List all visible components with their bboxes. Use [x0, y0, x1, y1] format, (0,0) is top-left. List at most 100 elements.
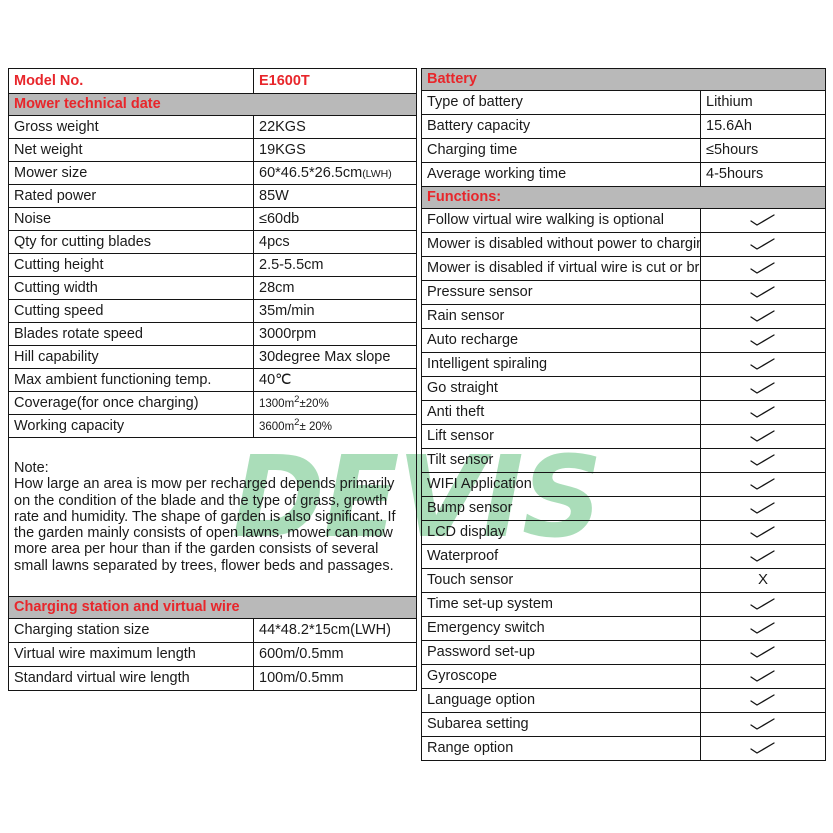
- check-icon: [750, 693, 776, 708]
- table-row: Noise ≤60db: [8, 207, 417, 231]
- function-mark-15: X: [700, 568, 826, 593]
- spec-value-11: 40℃: [253, 368, 417, 392]
- table-row: Standard virtual wire length 100m/0.5mm: [8, 666, 417, 691]
- section-header-battery-label: Battery: [421, 68, 826, 91]
- function-mark-3: [700, 280, 826, 305]
- check-icon: [750, 333, 776, 348]
- table-row: Qty for cutting blades 4pcs: [8, 230, 417, 254]
- charging-value-0: 44*48.2*15cm(LWH): [253, 618, 417, 643]
- model-label: Model No.: [8, 68, 254, 94]
- function-mark-2: [700, 256, 826, 281]
- function-mark-10: [700, 448, 826, 473]
- spec-value-3: 85W: [253, 184, 417, 208]
- charging-value-2: 100m/0.5mm: [253, 666, 417, 691]
- table-row: Subarea setting: [421, 712, 826, 737]
- battery-value-0: Lithium: [700, 90, 826, 115]
- table-row: Follow virtual wire walking is optional: [421, 208, 826, 233]
- model-value: E1600T: [253, 68, 417, 94]
- function-mark-19: [700, 664, 826, 689]
- function-mark-21: [700, 712, 826, 737]
- function-label-2: Mower is disabled if virtual wire is cut…: [421, 256, 701, 281]
- table-row: WIFI Application: [421, 472, 826, 497]
- check-icon: [750, 525, 776, 540]
- table-row: Rain sensor: [421, 304, 826, 329]
- function-label-10: Tilt sensor: [421, 448, 701, 473]
- section-header-mower: Mower technical date: [8, 93, 417, 116]
- spec-value-7: 28cm: [253, 276, 417, 300]
- function-label-11: WIFI Application: [421, 472, 701, 497]
- table-row: Go straight: [421, 376, 826, 401]
- check-icon: [750, 213, 776, 228]
- function-mark-22: [700, 736, 826, 761]
- table-row: Mower size 60*46.5*26.5cm(LWH): [8, 161, 417, 185]
- function-label-12: Bump sensor: [421, 496, 701, 521]
- table-row: Mower is disabled without power to charg…: [421, 232, 826, 257]
- battery-label-3: Average working time: [421, 162, 701, 187]
- table-row: Cutting height 2.5-5.5cm: [8, 253, 417, 277]
- spec-value-8: 35m/min: [253, 299, 417, 323]
- function-label-16: Time set-up system: [421, 592, 701, 617]
- function-label-14: Waterproof: [421, 544, 701, 569]
- spec-value-13: 3600m2± 20%: [253, 414, 417, 438]
- function-mark-4: [700, 304, 826, 329]
- function-mark-20: [700, 688, 826, 713]
- function-mark-17: [700, 616, 826, 641]
- function-mark-9: [700, 424, 826, 449]
- table-row: Touch sensor X: [421, 568, 826, 593]
- table-row: Virtual wire maximum length 600m/0.5mm: [8, 642, 417, 667]
- spec-label-11: Max ambient functioning temp.: [8, 368, 254, 392]
- table-row: LCD display: [421, 520, 826, 545]
- check-icon: [750, 621, 776, 636]
- battery-value-3: 4-5hours: [700, 162, 826, 187]
- spec-value-6: 2.5-5.5cm: [253, 253, 417, 277]
- section-header-battery: Battery: [421, 68, 826, 91]
- function-label-1: Mower is disabled without power to charg…: [421, 232, 701, 257]
- note-body: How large an area is mow per recharged d…: [14, 476, 396, 574]
- section-header-charging: Charging station and virtual wire: [8, 596, 417, 619]
- check-icon: [750, 309, 776, 324]
- table-row: Hill capability 30degree Max slope: [8, 345, 417, 369]
- table-row: Gyroscope: [421, 664, 826, 689]
- check-icon: [750, 477, 776, 492]
- section-header-charging-label: Charging station and virtual wire: [8, 596, 417, 619]
- function-label-8: Anti theft: [421, 400, 701, 425]
- check-icon: [750, 597, 776, 612]
- check-icon: [750, 285, 776, 300]
- function-label-13: LCD display: [421, 520, 701, 545]
- check-icon: [750, 669, 776, 684]
- table-row: Cutting width 28cm: [8, 276, 417, 300]
- table-row: Charging time ≤5hours: [421, 138, 826, 163]
- spec-value-4: ≤60db: [253, 207, 417, 231]
- function-label-19: Gyroscope: [421, 664, 701, 689]
- spec-label-13: Working capacity: [8, 414, 254, 438]
- cross-icon: X: [757, 571, 768, 589]
- spec-label-12: Coverage(for once charging): [8, 391, 254, 415]
- table-row: Mower is disabled if virtual wire is cut…: [421, 256, 826, 281]
- charging-label-0: Charging station size: [8, 618, 254, 643]
- charging-label-2: Standard virtual wire length: [8, 666, 254, 691]
- function-mark-0: [700, 208, 826, 233]
- model-row: Model No. E1600T: [8, 68, 417, 94]
- table-row: Gross weight 22KGS: [8, 115, 417, 139]
- check-icon: [750, 357, 776, 372]
- table-row: Max ambient functioning temp. 40℃: [8, 368, 417, 392]
- function-label-4: Rain sensor: [421, 304, 701, 329]
- check-icon: [750, 453, 776, 468]
- function-label-9: Lift sensor: [421, 424, 701, 449]
- check-icon: [750, 405, 776, 420]
- battery-value-2: ≤5hours: [700, 138, 826, 163]
- section-header-functions: Functions:: [421, 186, 826, 209]
- spec-value-5: 4pcs: [253, 230, 417, 254]
- spec-label-2: Mower size: [8, 161, 254, 185]
- spec-label-7: Cutting width: [8, 276, 254, 300]
- check-icon: [750, 645, 776, 660]
- function-mark-8: [700, 400, 826, 425]
- table-row: Charging station size 44*48.2*15cm(LWH): [8, 618, 417, 643]
- table-row: Rated power 85W: [8, 184, 417, 208]
- note-block: Note: How large an area is mow per rechar…: [8, 437, 417, 597]
- check-icon: [750, 501, 776, 516]
- section-header-functions-label: Functions:: [421, 186, 826, 209]
- spec-label-5: Qty for cutting blades: [8, 230, 254, 254]
- charging-label-1: Virtual wire maximum length: [8, 642, 254, 667]
